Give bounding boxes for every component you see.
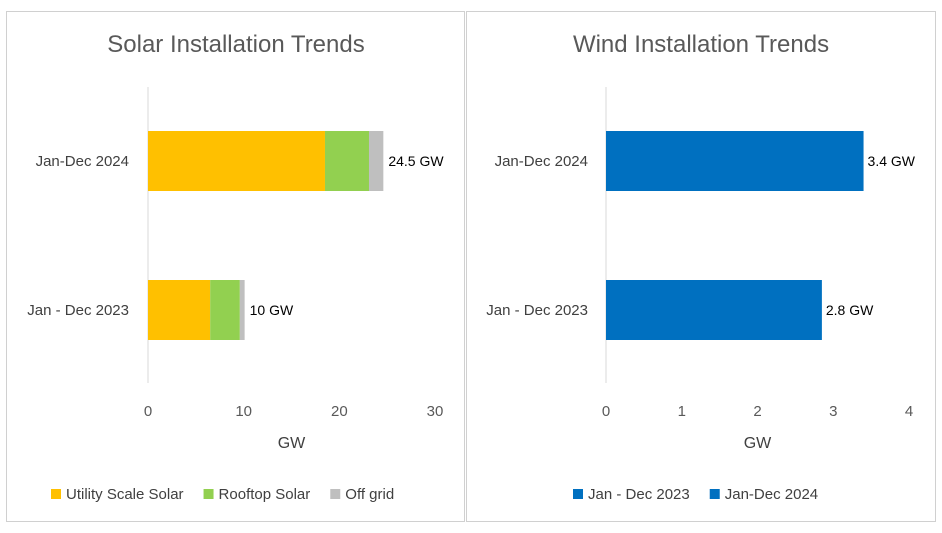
bar-rooftop-solar-jan-dec-2024	[324, 131, 369, 191]
bar-off-grid-jan-dec-2023	[239, 280, 245, 340]
legend-swatch-jan-dec-2023	[573, 489, 583, 499]
legend-swatch-off-grid	[330, 489, 341, 499]
legend-label-jan-dec-2024: Jan-Dec 2024	[725, 486, 818, 503]
bar-jan-dec-2023	[606, 280, 822, 340]
bar-utility-scale-solar-jan-dec-2023	[148, 280, 211, 340]
solar-chart-panel: Solar Installation Trends Jan-Dec 2024 24.…	[6, 11, 465, 522]
data-label-jan-dec-2023: 2.8 GW	[826, 302, 874, 318]
x-tick-label-4: 4	[905, 403, 913, 420]
category-label-jan-dec-2023: Jan - Dec 2023	[27, 302, 129, 319]
x-tick-label-20: 20	[331, 403, 348, 420]
x-axis-title: GW	[744, 435, 772, 452]
wind-chart: Wind Installation Trends Jan-Dec 2024 3.4 …	[486, 31, 916, 503]
data-label-jan-dec-2023: 10 GW	[250, 302, 294, 318]
category-label-jan-dec-2023: Jan - Dec 2023	[486, 302, 588, 319]
legend-label-off-grid: Off grid	[345, 486, 394, 503]
bar-rooftop-solar-jan-dec-2023	[210, 280, 240, 340]
legend-label-rooftop-solar: Rooftop Solar	[219, 486, 311, 503]
solar-chart: Solar Installation Trends Jan-Dec 2024 24.…	[27, 31, 444, 503]
legend-label-jan-dec-2023: Jan - Dec 2023	[588, 486, 690, 503]
x-tick-label-30: 30	[427, 403, 444, 420]
bar-off-grid-jan-dec-2024	[368, 131, 384, 191]
x-tick-label-1: 1	[678, 403, 686, 420]
bar-jan-dec-2024	[606, 131, 864, 191]
legend-swatch-utility-scale-solar	[51, 489, 61, 499]
x-tick-label-10: 10	[235, 403, 252, 420]
category-label-jan-dec-2024: Jan-Dec 2024	[36, 153, 129, 170]
legend-label-utility-scale-solar: Utility Scale Solar	[66, 486, 184, 503]
x-tick-label-0: 0	[144, 403, 152, 420]
data-label-jan-dec-2024: 3.4 GW	[868, 153, 916, 169]
x-tick-label-0: 0	[602, 403, 610, 420]
bar-utility-scale-solar-jan-dec-2024	[148, 131, 325, 191]
wind-chart-panel: Wind Installation Trends Jan-Dec 2024 3.4 …	[466, 11, 936, 522]
x-tick-label-3: 3	[829, 403, 837, 420]
chart-title: Wind Installation Trends	[573, 31, 829, 58]
legend-swatch-jan-dec-2024	[709, 489, 720, 499]
x-tick-label-2: 2	[753, 403, 761, 420]
chart-title: Solar Installation Trends	[107, 31, 364, 58]
data-label-jan-dec-2024: 24.5 GW	[388, 153, 444, 169]
legend-swatch-rooftop-solar	[203, 489, 214, 499]
category-label-jan-dec-2024: Jan-Dec 2024	[495, 153, 588, 170]
x-axis-title: GW	[278, 435, 306, 452]
